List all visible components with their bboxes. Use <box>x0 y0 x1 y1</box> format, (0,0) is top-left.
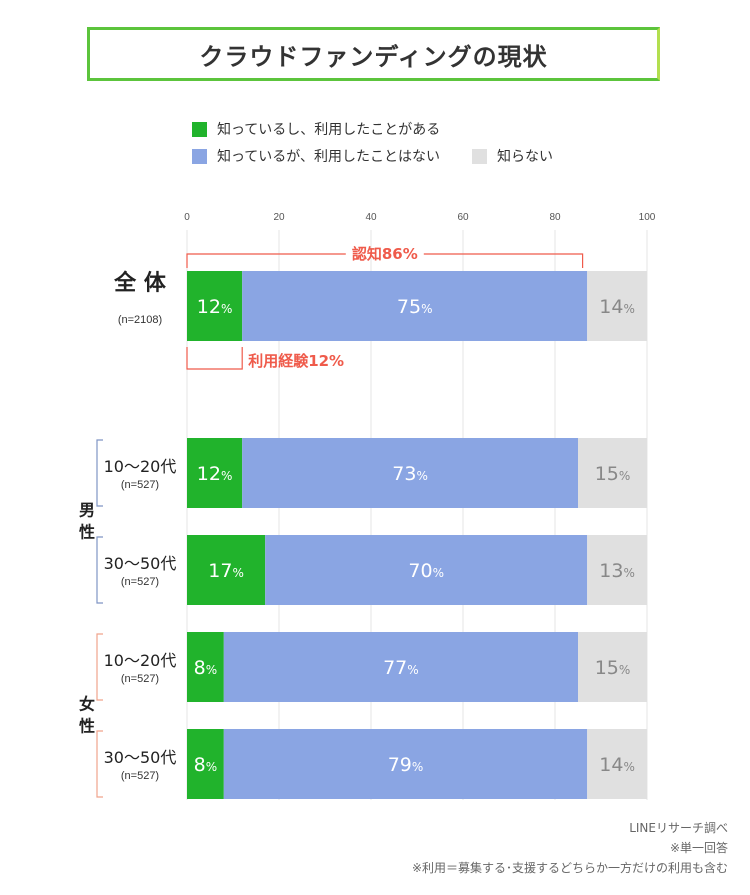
x-tick-label-0: 0 <box>184 212 190 223</box>
legend-item-used: 知っているし、利用したことがある <box>192 119 440 139</box>
data-label-r0-s2: 14% <box>599 296 635 318</box>
data-label-r2-s1: 70% <box>408 560 444 582</box>
bar-segment-r2-s2 <box>587 535 647 605</box>
group-label-0-1: 性 <box>79 523 95 542</box>
group-bracket-1-1 <box>96 730 103 798</box>
note-definition: ※利用＝募集する･支援するどちらか一方だけの利用も含む <box>411 861 728 875</box>
bar-segment-r1-s0 <box>187 438 243 508</box>
group-bracket-1-0 <box>96 633 103 701</box>
legend-label-unknown: 知らない <box>497 149 553 165</box>
legend-swatch-known <box>192 148 207 164</box>
legend-swatch-unknown <box>472 148 487 164</box>
bar-segment-r2-s0 <box>187 535 266 605</box>
category-label-3: 10〜20代 <box>104 651 177 670</box>
data-label-r1-s2: 15% <box>595 463 631 485</box>
bar-segment-r0-s0 <box>187 271 243 341</box>
legend-item-unknown: 知らない <box>472 146 553 166</box>
category-note-4: (n=527) <box>121 770 159 782</box>
bar-segment-r1-s1 <box>242 438 578 508</box>
data-label-r0-s0: 12% <box>197 296 233 318</box>
data-label-r2-s2: 13% <box>599 560 635 582</box>
annotation-used: 利用経験12% <box>248 352 344 370</box>
data-label-r2-s0: 17% <box>208 560 244 582</box>
category-note-3: (n=527) <box>121 673 159 685</box>
bar-segment-r0-s2 <box>587 271 647 341</box>
group-label-0-0: 男 <box>79 501 95 520</box>
bar-segment-r2-s1 <box>265 535 588 605</box>
legend-label-used: 知っているし、利用したことがある <box>217 122 441 138</box>
bar-segment-r3-s1 <box>223 632 579 702</box>
note-single-answer: ※単一回答 <box>669 841 728 855</box>
x-tick-label-20: 20 <box>273 212 285 223</box>
bar-segment-r0-s1 <box>242 271 588 341</box>
x-tick-label-60: 60 <box>457 212 469 223</box>
annotation-bracket-used <box>186 347 243 370</box>
x-tick-label-40: 40 <box>365 212 377 223</box>
category-label-4: 30〜50代 <box>104 748 177 767</box>
data-label-r4-s0: 8% <box>194 754 218 776</box>
legend-item-known: 知っているが、利用したことはない <box>192 146 440 166</box>
legend-swatch-used <box>192 121 207 137</box>
group-label-1-0: 女 <box>79 695 95 714</box>
bar-segment-r3-s0 <box>187 632 224 702</box>
annotation-bracket-aware-right <box>423 253 584 268</box>
x-tick-label-80: 80 <box>549 212 561 223</box>
group-bracket-0-1 <box>96 536 103 604</box>
legend-label-known: 知っているが、利用したことはない <box>217 149 441 165</box>
bar-segment-r4-s1 <box>223 729 588 799</box>
category-note-1: (n=527) <box>121 479 159 491</box>
bar-segment-r4-s0 <box>187 729 224 799</box>
data-label-r4-s2: 14% <box>599 754 635 776</box>
data-label-r3-s0: 8% <box>194 657 218 679</box>
category-label-1: 10〜20代 <box>104 457 177 476</box>
group-label-1-1: 性 <box>79 717 95 736</box>
category-label-0: 全 体 <box>113 270 167 296</box>
group-bracket-0-0 <box>96 439 103 507</box>
category-note-0: (n=2108) <box>118 314 162 326</box>
category-note-2: (n=527) <box>121 576 159 588</box>
x-tick-label-100: 100 <box>639 212 656 223</box>
bar-segment-r4-s2 <box>587 729 647 799</box>
data-label-r1-s1: 73% <box>392 463 428 485</box>
data-label-r4-s1: 79% <box>388 754 424 776</box>
data-label-r3-s1: 77% <box>383 657 419 679</box>
data-label-r3-s2: 15% <box>595 657 631 679</box>
data-label-r0-s1: 75% <box>397 296 433 318</box>
annotation-aware: 認知86% <box>352 245 418 263</box>
bar-segment-r1-s2 <box>578 438 647 508</box>
footnotes: LINEリサーチ調べ ※単一回答 ※利用＝募集する･支援するどちらか一方だけの利… <box>412 818 728 878</box>
data-label-r1-s0: 12% <box>197 463 233 485</box>
chart-title: クラウドファンディングの現状 <box>87 27 660 81</box>
category-label-2: 30〜50代 <box>104 554 177 573</box>
annotation-bracket-aware-left <box>186 253 346 268</box>
note-source: LINEリサーチ調べ <box>629 821 728 835</box>
bar-segment-r3-s2 <box>578 632 647 702</box>
